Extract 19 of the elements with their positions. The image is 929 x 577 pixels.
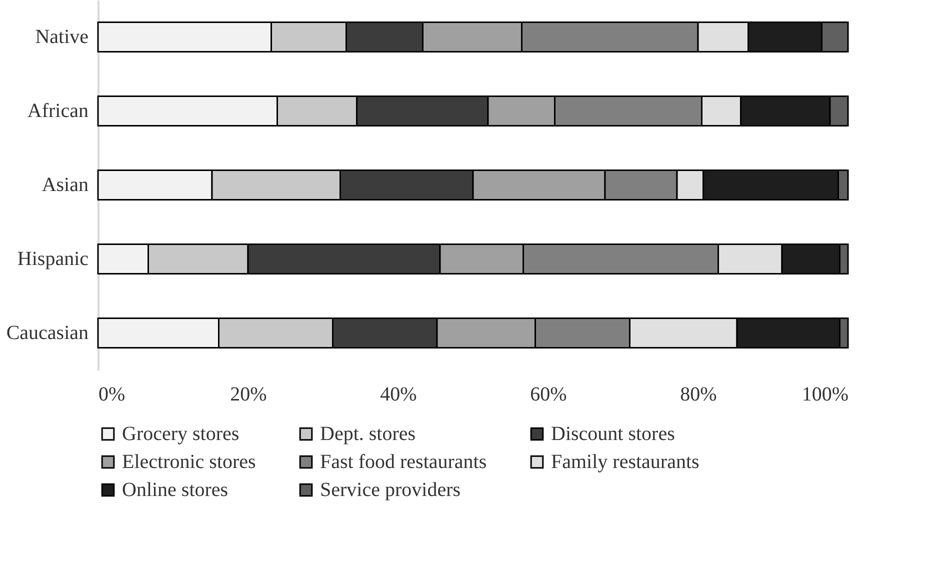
y-tick-label: Hispanic — [17, 248, 89, 270]
x-tick-label: 100% — [802, 384, 848, 406]
y-tick-label: African — [27, 100, 88, 122]
legend-label: Service providers — [320, 479, 461, 501]
y-tick-label: Caucasian — [6, 322, 88, 344]
legend-label: Electronic stores — [122, 451, 256, 473]
legend-label: Fast food restaurants — [320, 451, 487, 473]
x-tick-label: 60% — [530, 384, 567, 406]
legend-label: Online stores — [122, 479, 228, 501]
y-tick-label: Native — [35, 26, 89, 48]
legend-label: Discount stores — [551, 423, 676, 445]
legend-label: Grocery stores — [122, 423, 240, 445]
y-tick-label: Asian — [42, 174, 88, 196]
x-tick-label: 40% — [380, 384, 417, 406]
x-tick-label: 80% — [680, 384, 717, 406]
x-tick-label: 0% — [98, 384, 126, 406]
legend-label: Dept. stores — [320, 423, 416, 445]
x-tick-label: 20% — [230, 384, 267, 406]
legend-label: Family restaurants — [551, 451, 700, 473]
